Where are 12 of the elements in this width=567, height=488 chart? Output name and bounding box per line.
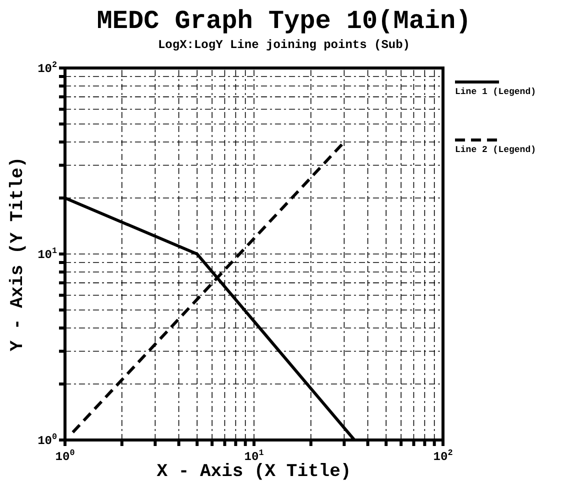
y-axis-title: Y - Axis (Y Title) [8, 156, 28, 352]
y-tick-label: 10$^{1}$ [38, 246, 57, 262]
x-tick-label: 10$^{0}$ [55, 448, 75, 464]
chart-title: MEDC Graph Type 10(Main) [96, 6, 472, 36]
legend-label: Line 1 (Legend) [455, 87, 536, 97]
x-axis-title: X - Axis (X Title) [156, 462, 352, 482]
x-tick-label: 10$^{1}$ [244, 448, 264, 464]
chart-subtitle: LogX:LogY Line joining points (Sub) [158, 38, 410, 52]
legend-label: Line 2 (Legend) [455, 145, 536, 155]
x-tick-label: 10$^{2}$ [433, 448, 453, 464]
y-tick-label: 10$^{2}$ [38, 60, 57, 76]
y-tick-label: 10$^{0}$ [38, 432, 57, 448]
